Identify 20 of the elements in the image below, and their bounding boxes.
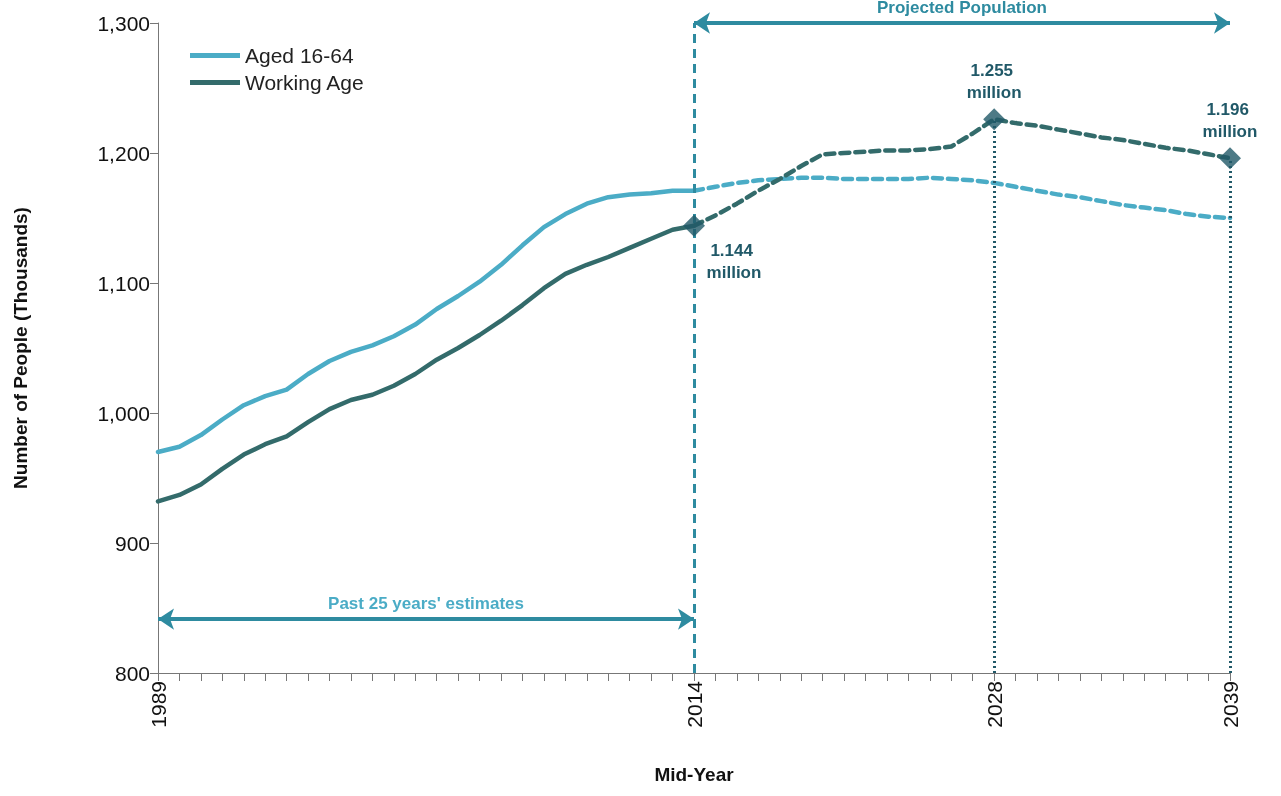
y-axis-title: Number of People (Thousands)	[10, 207, 31, 489]
point	[1219, 147, 1241, 170]
x-tick-label: 2028	[982, 681, 1006, 728]
x-axis-title: Mid-Year	[654, 764, 735, 785]
annotation: 1.255 million	[966, 60, 1022, 102]
annotation: 1.196 million	[1202, 99, 1258, 141]
legend-label: Working Age	[245, 71, 364, 94]
text: Projected Population	[876, 0, 1048, 17]
annotation: Past 25 years' estimates	[328, 594, 524, 614]
legend-label: Aged 16-64	[245, 44, 354, 67]
y-tick-label: 1,300	[97, 11, 150, 35]
y-tick-label: 1,200	[97, 141, 150, 165]
y-tick-label: 1,100	[97, 271, 150, 295]
y-tick-label: 900	[114, 531, 150, 555]
point	[683, 214, 705, 237]
y-tick-label: 1,000	[97, 401, 150, 425]
x-tick-label: 2014	[682, 680, 706, 728]
point	[983, 108, 1006, 131]
x-tick-label: 2039	[1218, 681, 1242, 728]
annotation: 1.144 million	[706, 241, 762, 283]
